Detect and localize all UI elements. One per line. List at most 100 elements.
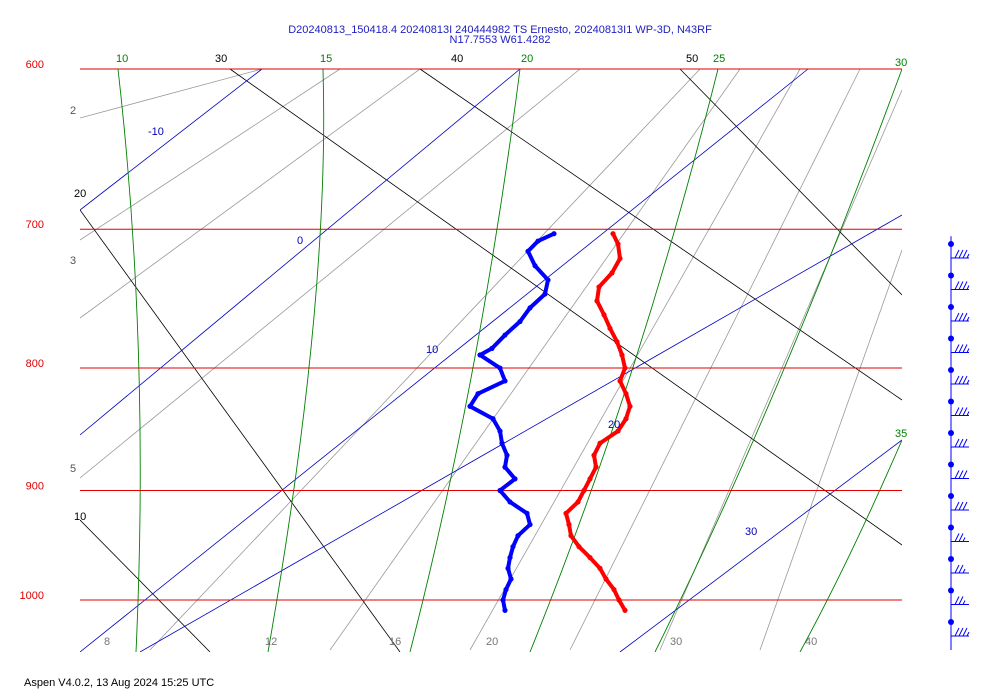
isobar-label: 700 <box>26 219 44 231</box>
mixing-ratio-line <box>80 68 581 479</box>
temperature-point <box>607 325 613 331</box>
mixing-ratio-line <box>759 249 902 651</box>
wind-barb-dot <box>948 398 954 405</box>
dewpoint-point <box>503 586 509 593</box>
dewpoint-point <box>535 238 541 244</box>
isotherm-label: 10 <box>426 344 438 356</box>
dewpoint-point <box>475 391 481 397</box>
temperature-point <box>610 231 616 237</box>
dewpoint-point <box>490 416 496 422</box>
dewpoint-point <box>504 452 510 458</box>
moist-adiabat-label: 25 <box>713 53 725 65</box>
wind-barb-flag <box>958 564 964 574</box>
mixing-ratio-label: 3 <box>70 255 76 267</box>
dry-adiabat-label: 20 <box>74 188 86 200</box>
dewpoint-point <box>532 263 538 269</box>
wind-barb-dot <box>948 430 954 436</box>
temperature-point <box>627 403 633 409</box>
dewpoint-point <box>499 440 505 446</box>
isotherm-label: 30 <box>745 526 757 538</box>
temperature-trace <box>564 231 632 613</box>
temperature-point <box>596 284 602 290</box>
wind-barb-dot <box>948 304 954 310</box>
wind-barb-flag <box>954 627 960 637</box>
dewpoint-point <box>507 499 513 505</box>
wind-barb-dot <box>948 587 954 594</box>
temperature-point <box>615 241 621 247</box>
temperature-point <box>581 487 587 494</box>
dewpoint-point <box>467 403 473 409</box>
wind-barb-half-flag <box>966 285 970 290</box>
bottom-axis-label: 12 <box>265 636 277 648</box>
wind-barb-flag <box>958 501 964 511</box>
dewpoint-point <box>551 231 557 237</box>
dewpoint-point <box>497 487 503 494</box>
wind-barb-dot <box>948 335 954 342</box>
temperature-point <box>575 499 581 505</box>
dry-adiabat-label: 40 <box>451 53 463 65</box>
wind-barb-flag <box>962 470 968 479</box>
dewpoint-point <box>500 597 506 603</box>
temperature-point <box>617 378 623 384</box>
wind-barb-half-flag <box>962 568 966 574</box>
moist-adiabat-line <box>799 439 902 652</box>
dewpoint-point <box>477 352 483 358</box>
wind-barb-flag <box>962 281 968 290</box>
temperature-point <box>622 365 628 371</box>
wind-barb-dot <box>948 461 954 468</box>
temperature-point <box>615 428 621 434</box>
dewpoint-point <box>507 554 513 561</box>
temperature-point <box>587 476 593 482</box>
wind-barb-dot <box>948 493 954 499</box>
temperature-point <box>597 565 603 571</box>
dewpoint-point <box>489 345 495 351</box>
isobar-label: 600 <box>26 59 44 71</box>
moist-adiabat-line <box>529 68 719 652</box>
temperature-point <box>597 440 603 446</box>
wind-barb-flag <box>954 438 960 448</box>
moist-adiabat-label: 15 <box>320 53 332 65</box>
moist-adiabat-label: 35 <box>895 428 907 440</box>
wind-barb-flag <box>954 344 960 353</box>
isotherm-label: 20 <box>608 419 620 431</box>
isobar-label: 900 <box>26 480 44 492</box>
wind-barb-flag <box>954 281 960 290</box>
wind-barb-half-flag <box>966 348 970 353</box>
mixing-ratio-line <box>329 68 741 651</box>
temperature-point <box>623 416 629 422</box>
mixing-ratio-line <box>80 68 263 119</box>
isobar-label: 1000 <box>20 590 44 602</box>
isotherm-line <box>619 439 902 652</box>
dewpoint-point <box>508 576 514 582</box>
wind-barb-flag <box>958 249 964 259</box>
dry-adiabat-line <box>80 519 211 652</box>
isotherm-line <box>80 68 809 652</box>
wind-barb-half-flag <box>966 316 970 322</box>
wind-barb-flag <box>958 312 964 322</box>
temperature-point <box>617 255 623 262</box>
dry-adiabat-line <box>679 68 902 296</box>
wind-barb-flag <box>962 501 968 511</box>
chart-subtitle: N17.7553 W61.4282 <box>449 34 551 46</box>
isotherm-label: 0 <box>297 235 303 247</box>
temperature-point <box>601 312 607 318</box>
dewpoint-point <box>505 565 511 571</box>
temperature-point <box>593 464 599 470</box>
moist-adiabat-line <box>654 68 902 652</box>
wind-barb-dot <box>948 272 954 279</box>
temperature-point <box>591 452 597 458</box>
dewpoint-point <box>510 544 516 550</box>
mixing-ratio-line <box>149 68 701 651</box>
wind-barb-dot <box>948 241 954 247</box>
dewpoint-point <box>502 378 508 384</box>
wind-barb-flag <box>958 533 964 542</box>
isotherm-line <box>139 214 902 652</box>
wind-barb-flag <box>954 501 960 511</box>
wind-barb-flag <box>954 470 960 479</box>
dewpoint-point <box>497 428 503 434</box>
wind-barb-flag <box>954 533 960 542</box>
mixing-ratio-line <box>80 68 421 319</box>
wind-barb-flag <box>958 281 964 290</box>
isotherm-label: -10 <box>148 126 164 138</box>
